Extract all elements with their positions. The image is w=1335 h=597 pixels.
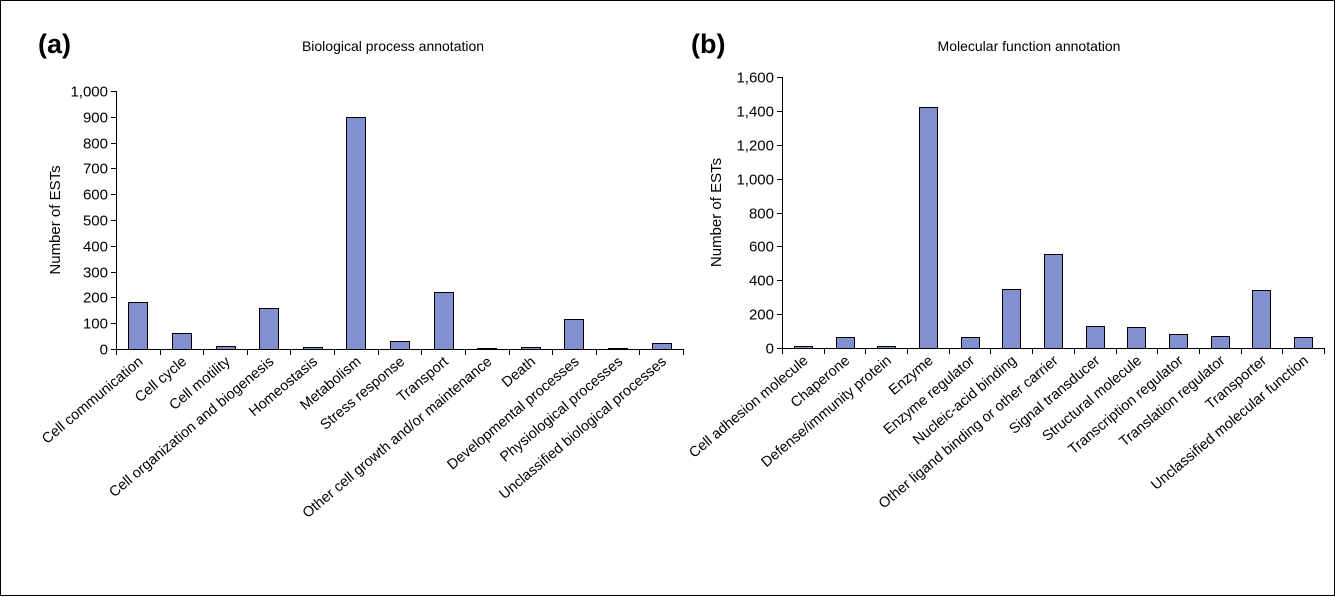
y-tick-label: 1,000	[70, 84, 108, 101]
y-tick-label: 500	[83, 213, 108, 230]
bar	[652, 343, 672, 350]
bar	[1294, 337, 1313, 349]
chart-title: Biological process annotation	[302, 38, 484, 54]
bar	[1211, 336, 1230, 349]
bar	[434, 292, 454, 350]
x-tick-label: Death	[499, 354, 539, 391]
bar	[172, 333, 192, 350]
y-tick-label: 200	[83, 290, 108, 307]
y-tick-label: 1,600	[736, 70, 774, 87]
y-tick-label: 600	[83, 187, 108, 204]
bar	[390, 341, 410, 350]
y-axis-label: Number of ESTs	[47, 165, 64, 274]
bar	[1169, 334, 1188, 349]
y-tick-label: 700	[83, 161, 108, 178]
chart-title: Molecular function annotation	[938, 38, 1121, 54]
y-tick-label: 1,000	[736, 172, 774, 189]
chart-panel-a: (a) Biological process annotation Number o…	[38, 29, 684, 521]
bar	[794, 346, 813, 349]
y-tick-label: 1,200	[736, 138, 774, 155]
y-tick-label: 200	[749, 307, 774, 324]
bar	[521, 347, 541, 350]
y-tick-label: 400	[83, 239, 108, 256]
bar	[836, 337, 855, 349]
y-tick-label: 0	[100, 342, 108, 359]
bar	[216, 346, 236, 350]
y-tick-label: 900	[83, 110, 108, 127]
y-axis-label: Number of ESTs	[708, 158, 725, 267]
panel-label: (b)	[691, 29, 725, 59]
bar	[128, 302, 148, 350]
bar	[919, 107, 938, 349]
bar	[1086, 326, 1105, 349]
bar	[961, 337, 980, 349]
bar	[346, 117, 366, 350]
y-tick-label: 300	[83, 265, 108, 282]
bar	[1044, 254, 1063, 349]
y-tick-label: 600	[749, 239, 774, 256]
bar	[477, 348, 497, 350]
y-tick-label: 800	[749, 206, 774, 223]
bar	[259, 308, 279, 350]
bar	[877, 346, 896, 349]
y-tick-label: 1,400	[736, 104, 774, 121]
bar	[1252, 290, 1271, 349]
x-tick-label: Cell communication	[39, 354, 146, 448]
bar	[608, 348, 628, 350]
y-tick-label: 100	[83, 316, 108, 333]
y-tick-label: 800	[83, 136, 108, 153]
y-tick-label: 0	[766, 341, 774, 358]
bar	[564, 319, 584, 350]
bar	[303, 347, 323, 350]
y-tick-label: 400	[749, 273, 774, 290]
bar	[1002, 289, 1021, 349]
bar	[1127, 327, 1146, 349]
panel-label: (a)	[38, 29, 71, 59]
chart-panel-b: (b) Molecular function annotation Number o…	[686, 29, 1325, 512]
